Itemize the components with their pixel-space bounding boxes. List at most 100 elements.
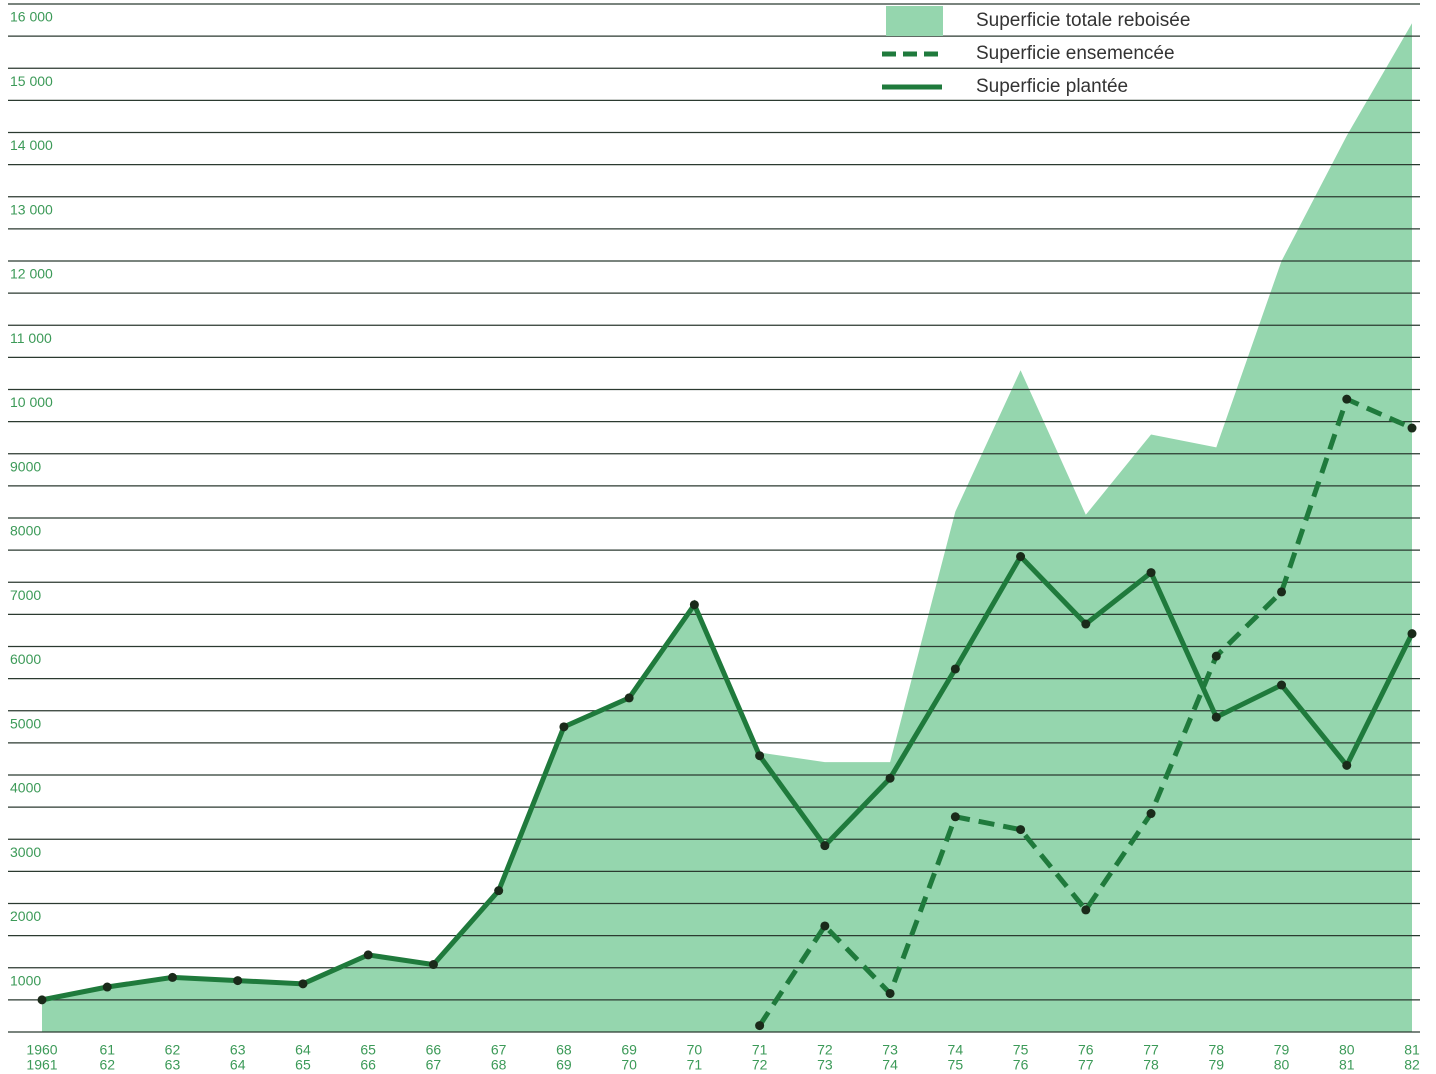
x-tick-label: 76 (1078, 1042, 1094, 1058)
marker (102, 982, 112, 992)
y-tick-label: 14 000 (10, 137, 53, 153)
marker (950, 812, 960, 822)
x-tick-label: 74 (882, 1057, 898, 1073)
y-tick-label: 7000 (10, 587, 41, 603)
x-tick-label: 69 (621, 1042, 637, 1058)
legend-label: Superficie plantée (976, 76, 1128, 97)
x-tick-label: 79 (1274, 1042, 1290, 1058)
x-tick-label: 64 (230, 1057, 246, 1073)
y-tick-label: 10 000 (10, 394, 53, 410)
marker (363, 950, 373, 960)
x-tick-label: 63 (230, 1042, 246, 1058)
x-tick-label: 62 (99, 1057, 115, 1073)
marker (1407, 423, 1417, 433)
marker (1277, 680, 1287, 690)
x-tick-label: 73 (882, 1042, 898, 1058)
marker (820, 921, 830, 931)
x-tick-label: 77 (1078, 1057, 1094, 1073)
marker (689, 600, 699, 610)
marker (1277, 587, 1287, 597)
x-tick-label: 69 (556, 1057, 572, 1073)
x-tick-label: 80 (1339, 1042, 1355, 1058)
marker (298, 979, 308, 989)
x-tick-label: 66 (426, 1042, 442, 1058)
marker (755, 751, 765, 761)
marker (494, 886, 504, 896)
marker (885, 773, 895, 783)
x-tick-label: 64 (295, 1042, 311, 1058)
y-tick-label: 9000 (10, 458, 41, 474)
marker (950, 664, 960, 674)
marker (37, 995, 47, 1005)
x-tick-label: 68 (491, 1057, 507, 1073)
marker (1146, 809, 1156, 819)
x-tick-label: 68 (556, 1042, 572, 1058)
x-tick-label: 82 (1404, 1057, 1420, 1073)
y-tick-label: 1000 (10, 972, 41, 988)
x-tick-label: 63 (165, 1057, 181, 1073)
x-tick-label: 81 (1404, 1042, 1420, 1058)
marker (1081, 905, 1091, 915)
x-tick-label: 78 (1143, 1057, 1159, 1073)
x-tick-label: 71 (687, 1057, 703, 1073)
x-tick-label: 76 (1013, 1057, 1029, 1073)
x-tick-label: 81 (1339, 1057, 1355, 1073)
x-tick-label: 80 (1274, 1057, 1290, 1073)
x-tick-label: 78 (1208, 1042, 1224, 1058)
marker (167, 972, 177, 982)
y-tick-label: 8000 (10, 523, 41, 539)
marker (820, 841, 830, 851)
x-tick-label: 67 (426, 1057, 442, 1073)
x-tick-label: 75 (1013, 1042, 1029, 1058)
y-tick-label: 4000 (10, 780, 41, 796)
legend-label: Superficie totale reboisée (976, 10, 1190, 31)
y-tick-label: 6000 (10, 651, 41, 667)
x-tick-label: 65 (295, 1057, 311, 1073)
line (41, 552, 1415, 1003)
marker (1146, 568, 1156, 578)
x-tick-label: 1961 (26, 1057, 57, 1073)
x-tick-label: 72 (752, 1057, 768, 1073)
marker (885, 988, 895, 998)
marker (428, 960, 438, 970)
marker (559, 722, 569, 732)
y-tick-label: 11 000 (10, 330, 52, 346)
x-tick-label: 74 (948, 1042, 964, 1058)
marker (233, 976, 243, 986)
area (42, 23, 1412, 1032)
x-tick-label: 70 (687, 1042, 703, 1058)
y-tick-label: 2000 (10, 908, 41, 924)
marker (1342, 760, 1352, 770)
x-tick-label: 70 (621, 1057, 637, 1073)
legend-swatch (886, 6, 943, 36)
marker (1016, 552, 1026, 562)
marker (1407, 629, 1417, 639)
legend-label: Superficie ensemencée (976, 43, 1175, 64)
x-tick-label: 79 (1208, 1057, 1224, 1073)
y-tick-label: 5000 (10, 715, 41, 731)
marker (1016, 825, 1026, 835)
x-tick-label: 67 (491, 1042, 507, 1058)
y-tick-label: 13 000 (10, 201, 53, 217)
x-tick-label: 66 (360, 1057, 376, 1073)
marker (624, 693, 634, 703)
x-tick-label: 73 (817, 1057, 833, 1073)
marker (1211, 712, 1221, 722)
line (757, 395, 1414, 1027)
marker (1342, 394, 1352, 404)
x-tick-label: 65 (360, 1042, 376, 1058)
x-tick-label: 61 (99, 1042, 115, 1058)
y-tick-label: 12 000 (10, 266, 53, 282)
marker (1081, 619, 1091, 629)
x-tick-label: 1960 (26, 1042, 57, 1058)
x-tick-label: 62 (165, 1042, 181, 1058)
marker (755, 1021, 765, 1031)
y-tick-label: 15 000 (10, 73, 53, 89)
x-tick-label: 72 (817, 1042, 833, 1058)
y-tick-label: 3000 (10, 844, 41, 860)
marker (1211, 651, 1221, 661)
y-tick-label: 16 000 (10, 9, 53, 25)
x-tick-label: 75 (948, 1057, 964, 1073)
x-tick-label: 71 (752, 1042, 768, 1058)
